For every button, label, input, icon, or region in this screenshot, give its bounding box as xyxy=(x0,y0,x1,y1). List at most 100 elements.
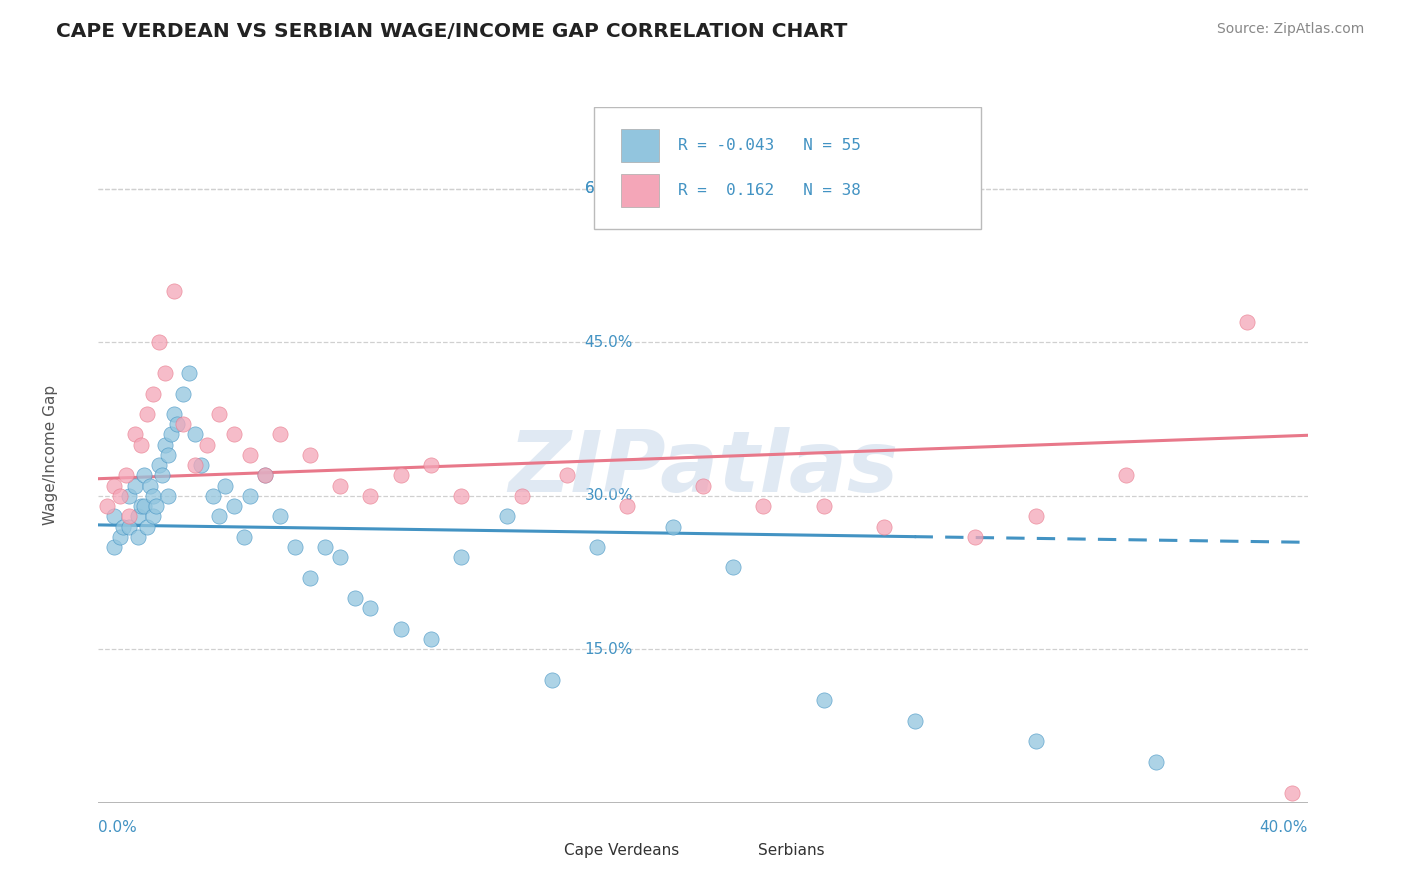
Point xyxy=(555,468,578,483)
Point xyxy=(103,509,125,524)
Point xyxy=(1144,755,1167,769)
Text: CAPE VERDEAN VS SERBIAN WAGE/INCOME GAP CORRELATION CHART: CAPE VERDEAN VS SERBIAN WAGE/INCOME GAP … xyxy=(56,22,848,41)
Point xyxy=(202,489,225,503)
Point xyxy=(721,560,744,574)
Point xyxy=(214,478,236,492)
Point xyxy=(166,417,188,432)
Point xyxy=(124,427,146,442)
Point xyxy=(224,499,246,513)
Point xyxy=(360,489,382,503)
Point xyxy=(103,478,125,492)
Point xyxy=(253,468,276,483)
Point xyxy=(329,550,352,565)
Point xyxy=(1115,468,1137,483)
Point xyxy=(190,458,212,472)
Text: 0.0%: 0.0% xyxy=(98,821,138,835)
Point xyxy=(127,530,149,544)
Point xyxy=(616,499,638,513)
Point xyxy=(510,489,533,503)
Bar xyxy=(621,174,659,207)
Point xyxy=(299,448,322,462)
Point xyxy=(299,571,322,585)
Text: 15.0%: 15.0% xyxy=(585,642,633,657)
Point xyxy=(495,509,517,524)
Text: 60.0%: 60.0% xyxy=(585,181,633,196)
Point xyxy=(419,632,441,646)
Point xyxy=(752,499,775,513)
Bar xyxy=(621,128,659,162)
Point xyxy=(142,489,165,503)
Point xyxy=(145,499,167,513)
Point xyxy=(540,673,562,687)
Point xyxy=(108,489,131,503)
Text: R =  0.162   N = 38: R = 0.162 N = 38 xyxy=(678,183,860,198)
Point xyxy=(135,519,157,533)
Point xyxy=(135,407,157,421)
Point xyxy=(156,489,179,503)
Point xyxy=(153,366,176,380)
Point xyxy=(118,489,141,503)
Bar xyxy=(534,842,550,858)
Point xyxy=(108,530,131,544)
Point xyxy=(661,519,683,533)
Point xyxy=(873,519,896,533)
Point xyxy=(314,540,336,554)
Point xyxy=(224,427,246,442)
Point xyxy=(129,499,152,513)
Text: Serbians: Serbians xyxy=(758,843,824,857)
Point xyxy=(329,478,352,492)
Point xyxy=(132,468,155,483)
Point xyxy=(389,622,412,636)
Point xyxy=(172,417,194,432)
Point xyxy=(344,591,367,606)
Point xyxy=(1024,734,1046,748)
Point xyxy=(360,601,382,615)
Point xyxy=(184,427,207,442)
Point xyxy=(904,714,927,728)
Point xyxy=(389,468,412,483)
Point xyxy=(239,448,262,462)
Point xyxy=(153,438,176,452)
Point xyxy=(124,478,146,492)
Point xyxy=(132,499,155,513)
Point xyxy=(139,478,162,492)
Point xyxy=(127,509,149,524)
Point xyxy=(1281,786,1303,800)
Point xyxy=(253,468,276,483)
Point xyxy=(96,499,118,513)
Bar xyxy=(727,842,744,858)
Point xyxy=(142,509,165,524)
Text: ZIPatlas: ZIPatlas xyxy=(508,427,898,510)
Point xyxy=(184,458,207,472)
Point xyxy=(148,335,170,350)
Point xyxy=(450,489,472,503)
Point xyxy=(208,407,231,421)
Point xyxy=(111,519,134,533)
Point xyxy=(269,427,291,442)
Point xyxy=(450,550,472,565)
Point xyxy=(965,530,987,544)
Point xyxy=(156,448,179,462)
Point xyxy=(118,509,141,524)
Point xyxy=(177,366,201,380)
Point xyxy=(142,386,165,401)
Point xyxy=(586,540,609,554)
Text: Source: ZipAtlas.com: Source: ZipAtlas.com xyxy=(1216,22,1364,37)
Point xyxy=(692,478,714,492)
Text: 30.0%: 30.0% xyxy=(585,488,633,503)
Point xyxy=(163,407,186,421)
Point xyxy=(172,386,194,401)
Text: 45.0%: 45.0% xyxy=(585,334,633,350)
Point xyxy=(114,468,136,483)
Point xyxy=(148,458,170,472)
Point xyxy=(232,530,254,544)
Point xyxy=(239,489,262,503)
Point xyxy=(160,427,183,442)
Point xyxy=(419,458,441,472)
Point xyxy=(103,540,125,554)
Point xyxy=(208,509,231,524)
FancyBboxPatch shape xyxy=(595,107,981,229)
Point xyxy=(118,519,141,533)
Point xyxy=(1024,509,1046,524)
Point xyxy=(813,693,835,707)
